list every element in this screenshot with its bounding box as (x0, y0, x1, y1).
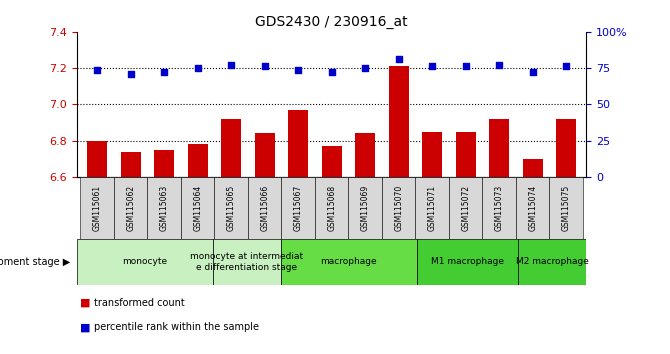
FancyBboxPatch shape (417, 239, 519, 285)
Point (393, 56, 404, 62)
Point (360, 65, 371, 71)
Bar (523, 159, 543, 177)
Text: GSM115071: GSM115071 (427, 185, 437, 231)
Text: GSM115073: GSM115073 (494, 185, 504, 231)
Text: transformed count: transformed count (94, 298, 184, 308)
FancyBboxPatch shape (147, 177, 181, 239)
FancyBboxPatch shape (482, 177, 516, 239)
Bar (556, 119, 576, 177)
Text: GSM115063: GSM115063 (159, 185, 169, 231)
Text: GSM115064: GSM115064 (193, 185, 202, 231)
Point (125, 71, 136, 76)
Point (427, 63, 438, 69)
Text: GSM115072: GSM115072 (461, 185, 470, 231)
Bar (221, 119, 241, 177)
Text: monocyte: monocyte (123, 257, 168, 267)
Bar (288, 110, 308, 177)
Text: GSM115066: GSM115066 (260, 185, 269, 231)
FancyBboxPatch shape (519, 239, 586, 285)
Text: development stage ▶: development stage ▶ (0, 257, 70, 267)
Text: GSM115075: GSM115075 (561, 185, 571, 231)
Point (226, 62, 237, 67)
FancyBboxPatch shape (80, 177, 114, 239)
Text: GSM115068: GSM115068 (327, 185, 336, 231)
Bar (322, 146, 342, 177)
Bar (87, 141, 107, 177)
FancyBboxPatch shape (248, 177, 281, 239)
Bar (355, 133, 375, 177)
Bar (154, 150, 174, 177)
Text: GSM115062: GSM115062 (126, 185, 135, 231)
FancyBboxPatch shape (213, 239, 281, 285)
FancyBboxPatch shape (549, 177, 583, 239)
Point (92, 67, 103, 73)
Text: GSM115067: GSM115067 (293, 185, 303, 231)
FancyBboxPatch shape (181, 177, 214, 239)
Bar (121, 152, 141, 177)
Text: monocyte at intermediat
e differentiation stage: monocyte at intermediat e differentiatio… (190, 252, 304, 272)
Text: GSM115074: GSM115074 (528, 185, 537, 231)
FancyBboxPatch shape (516, 177, 549, 239)
Title: GDS2430 / 230916_at: GDS2430 / 230916_at (255, 16, 408, 29)
Text: ■: ■ (80, 322, 91, 332)
Text: ■: ■ (80, 298, 91, 308)
Text: macrophage: macrophage (320, 257, 377, 267)
FancyBboxPatch shape (382, 177, 415, 239)
Point (326, 69, 337, 75)
Text: percentile rank within the sample: percentile rank within the sample (94, 322, 259, 332)
Point (159, 69, 170, 75)
Bar (255, 133, 275, 177)
Point (561, 63, 572, 69)
Point (527, 69, 538, 75)
Point (192, 65, 203, 71)
Point (494, 62, 505, 67)
Text: M2 macrophage: M2 macrophage (516, 257, 589, 267)
Point (460, 63, 471, 69)
FancyBboxPatch shape (114, 177, 147, 239)
FancyBboxPatch shape (315, 177, 348, 239)
Bar (188, 144, 208, 177)
FancyBboxPatch shape (348, 177, 382, 239)
FancyBboxPatch shape (281, 239, 417, 285)
Bar (422, 132, 442, 177)
FancyBboxPatch shape (449, 177, 482, 239)
Point (259, 63, 270, 69)
Point (293, 67, 304, 73)
Text: GSM115065: GSM115065 (226, 185, 236, 231)
Bar (489, 119, 509, 177)
FancyBboxPatch shape (281, 177, 315, 239)
Text: M1 macrophage: M1 macrophage (431, 257, 504, 267)
Bar (389, 66, 409, 177)
FancyBboxPatch shape (214, 177, 248, 239)
Text: GSM115061: GSM115061 (92, 185, 102, 231)
FancyBboxPatch shape (77, 239, 213, 285)
Text: GSM115069: GSM115069 (360, 185, 370, 231)
Bar (456, 132, 476, 177)
FancyBboxPatch shape (415, 177, 449, 239)
Text: GSM115070: GSM115070 (394, 185, 403, 231)
